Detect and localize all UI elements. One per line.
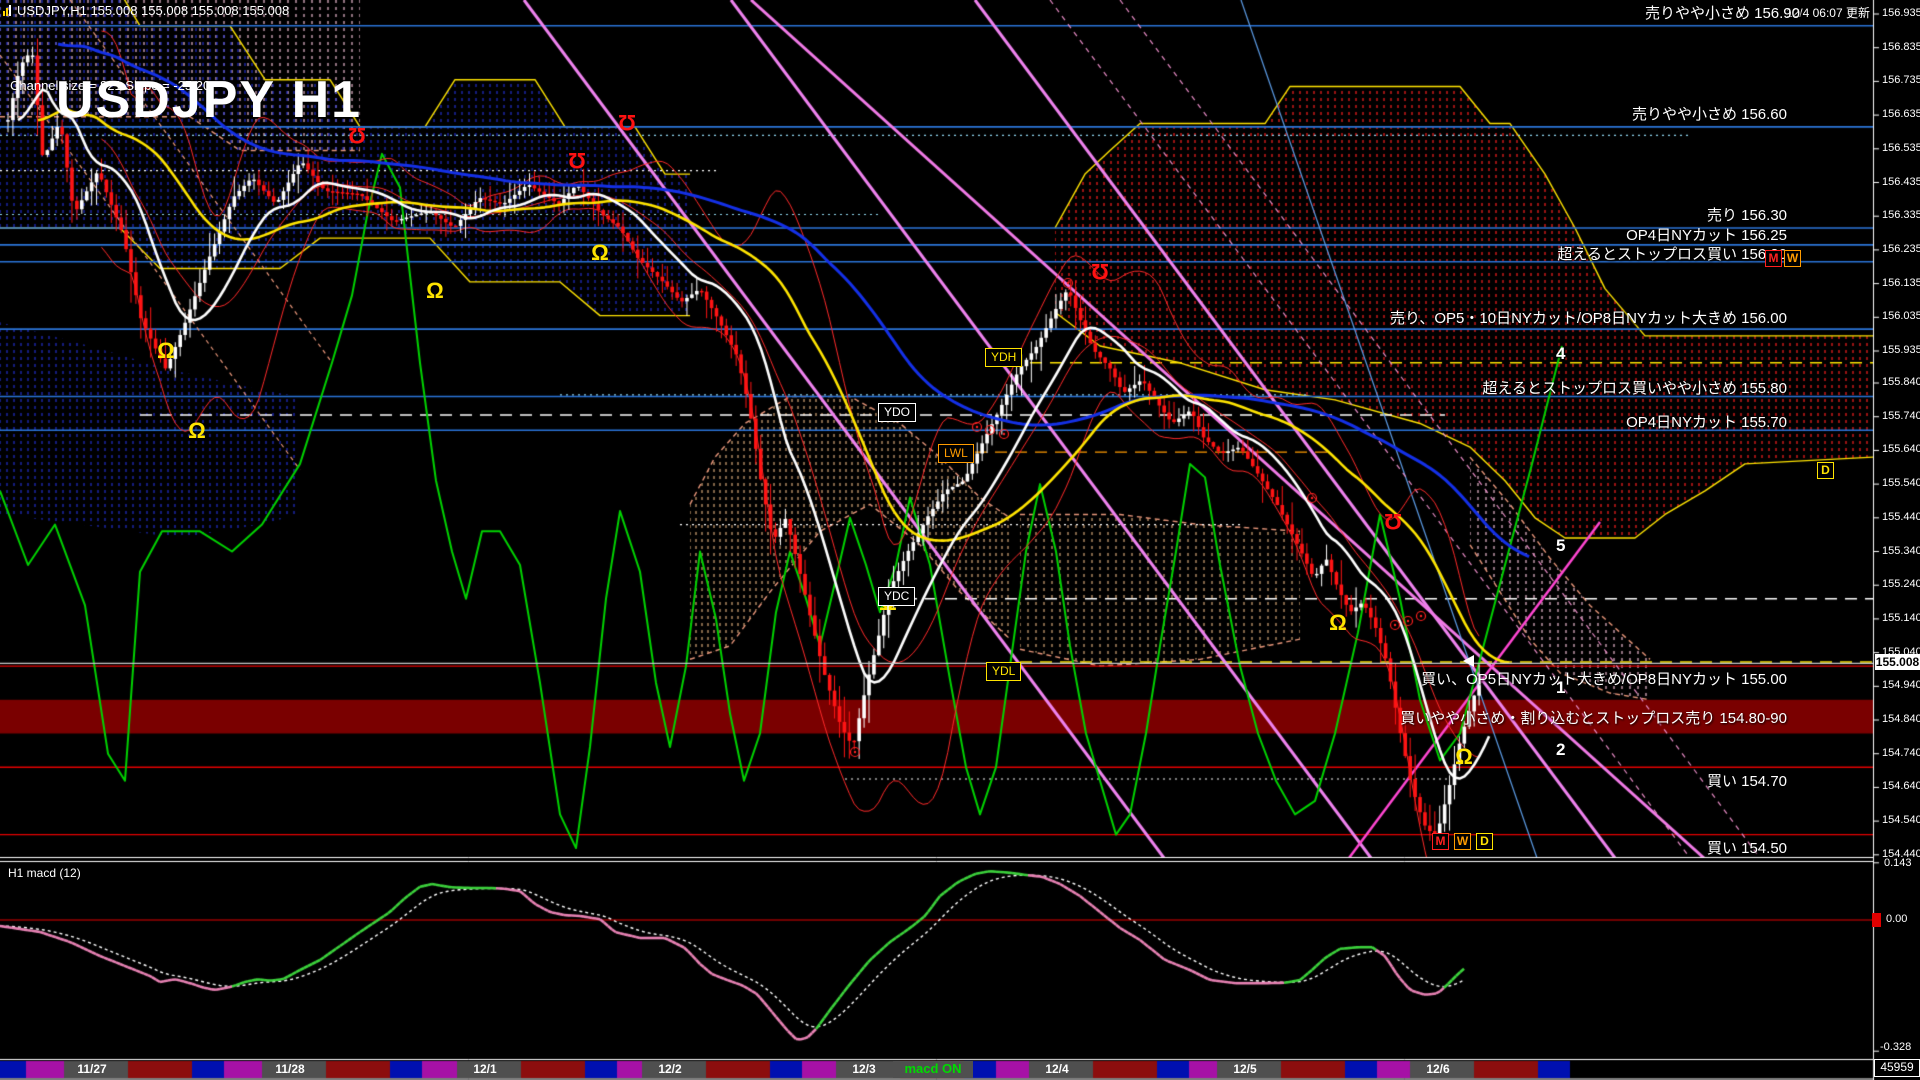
price-axis-label: 156.935 bbox=[1882, 7, 1920, 19]
wave-number: 5 bbox=[1556, 536, 1566, 555]
big-title: USDJPY H1 bbox=[56, 71, 363, 129]
price-axis-label: 155.840 bbox=[1882, 376, 1920, 388]
level-annotation: 買い 154.70 bbox=[1706, 773, 1787, 791]
pivot-badge: W bbox=[1454, 833, 1471, 850]
chart-icon bbox=[3, 5, 15, 16]
buy-signal-icon: Ω bbox=[157, 338, 175, 363]
macd-axis-top: 0.143 bbox=[1884, 857, 1912, 869]
price-axis-label: 156.835 bbox=[1882, 40, 1920, 53]
daily-level-label: YDO bbox=[878, 403, 917, 422]
price-axis-label: 156.635 bbox=[1882, 108, 1920, 121]
price-pointer-icon bbox=[1463, 655, 1474, 667]
level-annotation: 売り 156.30 bbox=[1706, 206, 1787, 224]
price-axis-label: 155.440 bbox=[1882, 510, 1920, 523]
date-label: 12/6 bbox=[1426, 1062, 1450, 1076]
pivot-badge: M bbox=[1765, 250, 1782, 267]
sell-signal-icon: Ω bbox=[1091, 259, 1109, 284]
level-annotation: OP4日NYカット 156.25 bbox=[1626, 226, 1787, 244]
daily-level-label: YDL bbox=[986, 662, 1022, 681]
bar-count-box: 45959 bbox=[1874, 1059, 1920, 1077]
price-axis-label: 156.335 bbox=[1882, 209, 1920, 222]
channel-info: Channel size = 821 Slope = -25.20 bbox=[10, 78, 211, 93]
wave-number: 1 bbox=[1556, 678, 1566, 697]
date-label: 12/3 bbox=[852, 1062, 876, 1076]
level-annotation: 買い 154.50 bbox=[1706, 839, 1787, 857]
price-axis-label: 154.840 bbox=[1882, 713, 1920, 725]
macd-indicator-label: H1 macd (12) bbox=[8, 866, 81, 880]
macd-axis-bottom: -0.328 bbox=[1880, 1041, 1912, 1053]
macd-zero-marker bbox=[1872, 913, 1881, 927]
level-annotation: 売りやや小さめ 156.60 bbox=[1631, 105, 1787, 123]
price-axis-label: 155.540 bbox=[1882, 477, 1920, 490]
sell-signal-icon: Ω bbox=[1384, 509, 1402, 534]
price-axis-label: 156.535 bbox=[1882, 141, 1920, 154]
date-label: 12/2 bbox=[658, 1062, 682, 1076]
date-label: 12/1 bbox=[473, 1062, 497, 1076]
price-axis-label: 156.135 bbox=[1882, 276, 1920, 289]
pivot-badge: M bbox=[1432, 833, 1449, 850]
price-axis-label: 154.640 bbox=[1882, 780, 1920, 793]
buy-signal-icon: Ω bbox=[591, 240, 609, 265]
sell-signal-icon: Ω bbox=[618, 110, 636, 135]
level-annotation: 買いやや小さめ・割り込むとストップロス売り 154.80-90 bbox=[1400, 709, 1787, 727]
buy-signal-icon: Ω bbox=[1329, 610, 1347, 635]
price-axis-label: 156.035 bbox=[1882, 310, 1920, 323]
price-axis-label: 155.340 bbox=[1882, 544, 1920, 557]
daily-level-label: LWL bbox=[938, 444, 974, 463]
level-annotation: 買い、OP5日NYカット大きめ/OP8日NYカット 155.00 bbox=[1421, 671, 1787, 689]
price-axis-label: 154.440 bbox=[1882, 847, 1920, 860]
macd-on-label: macd ON bbox=[893, 1061, 973, 1078]
pivot-badge: D bbox=[1817, 462, 1834, 479]
price-axis-label: 156.435 bbox=[1882, 175, 1920, 188]
price-axis-label: 155.640 bbox=[1882, 443, 1920, 456]
level-annotation: 超えるとストップロス買い 156.20 bbox=[1557, 245, 1787, 263]
level-annotation: 売りやや小さめ 156.90 bbox=[1644, 4, 1800, 22]
date-label: 12/5 bbox=[1233, 1062, 1257, 1076]
pivot-badge: D bbox=[1476, 833, 1493, 850]
update-note: 12/4 06:07 更新 bbox=[1785, 6, 1870, 20]
daily-level-label: YDC bbox=[878, 587, 916, 606]
date-label: 11/27 bbox=[77, 1062, 107, 1076]
price-axis-label: 156.235 bbox=[1882, 242, 1920, 255]
price-axis-label: 155.935 bbox=[1882, 344, 1920, 356]
sell-signal-icon: Ω bbox=[568, 148, 586, 173]
price-axis-label: 156.735 bbox=[1882, 74, 1920, 87]
price-axis-label: 155.140 bbox=[1882, 611, 1920, 624]
level-annotation: 超えるとストップロス買いやや小さめ 155.80 bbox=[1482, 380, 1787, 398]
price-axis-label: 154.740 bbox=[1882, 746, 1920, 759]
price-axis-label: 155.240 bbox=[1882, 578, 1920, 591]
buy-signal-icon: Ω bbox=[1455, 744, 1473, 769]
price-axis-label: 155.740 bbox=[1882, 409, 1920, 422]
price-axis-label: 154.540 bbox=[1882, 814, 1920, 827]
current-price-box: 155.008 bbox=[1875, 654, 1920, 670]
symbol-ohlc-line: USDJPY,H1 155.008 155.008 155.008 155.00… bbox=[17, 3, 290, 18]
daily-level-label: YDH bbox=[985, 348, 1023, 367]
date-label: 12/4 bbox=[1045, 1062, 1069, 1076]
buy-signal-icon: Ω bbox=[188, 418, 206, 443]
pivot-badge: W bbox=[1784, 250, 1801, 267]
level-annotation: OP4日NYカット 155.70 bbox=[1626, 414, 1787, 432]
date-label: 11/28 bbox=[275, 1062, 305, 1076]
wave-number: 4 bbox=[1556, 344, 1566, 363]
level-annotation: 売り、OP5・10日NYカット/OP8日NYカット大きめ 156.00 bbox=[1389, 310, 1787, 328]
buy-signal-icon: Ω bbox=[426, 278, 444, 303]
macd-axis-zero: 0.00 bbox=[1886, 913, 1908, 925]
price-axis-label: 154.940 bbox=[1882, 679, 1920, 692]
wave-number: 2 bbox=[1556, 740, 1566, 759]
